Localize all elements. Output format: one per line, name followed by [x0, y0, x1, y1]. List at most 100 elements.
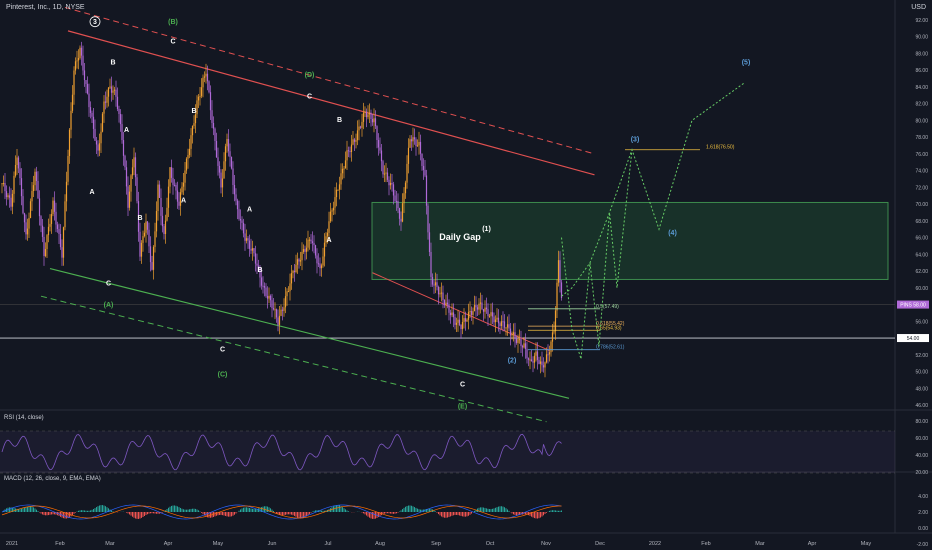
candle-body: [544, 362, 546, 368]
chart-title: Pinterest, Inc., 1D, NYSE: [6, 4, 85, 11]
candle-body: [457, 319, 459, 323]
macd-histogram-bar: [249, 507, 250, 512]
candle-body: [25, 222, 27, 235]
x-tick-label: Jul: [324, 541, 331, 547]
macd-histogram-bar: [42, 512, 43, 515]
candle-body: [14, 165, 17, 176]
candle-body: [128, 191, 131, 208]
candle-body: [38, 198, 41, 217]
macd-histogram-bar: [520, 512, 522, 515]
wave-label: A: [326, 237, 331, 244]
candle-body: [518, 339, 521, 341]
macd-histogram-bar: [286, 512, 288, 515]
candle-body: [260, 277, 263, 286]
candle-body: [550, 341, 552, 353]
macd-histogram-bar: [453, 512, 454, 516]
candle-body: [199, 96, 201, 98]
macd-histogram-bar: [561, 510, 562, 512]
candle-body: [508, 324, 510, 329]
macd-histogram-bar: [267, 506, 268, 512]
candle-body: [37, 180, 39, 199]
candle-body: [257, 265, 260, 268]
macd-histogram-bar: [406, 505, 408, 512]
macd-histogram-bar: [276, 512, 277, 514]
macd-histogram-bar: [78, 510, 79, 512]
macd-histogram-bar: [445, 512, 447, 518]
macd-histogram-bar: [10, 507, 12, 512]
candle-body: [305, 247, 308, 252]
candle-body: [148, 229, 150, 247]
candle-body: [520, 339, 522, 347]
macd-histogram-bar: [385, 512, 387, 514]
candle-body: [377, 140, 380, 148]
y-tick-label: 92.00: [915, 18, 928, 24]
macd-histogram-bar: [282, 512, 283, 516]
daily-gap-zone: [371, 201, 889, 280]
macd-histogram-bar: [444, 512, 445, 518]
candle-body: [47, 226, 50, 236]
wave-alt-projection: [561, 149, 633, 360]
macd-histogram-bar: [63, 512, 64, 519]
candle-body: [502, 321, 504, 323]
candle-body: [191, 125, 194, 136]
wave-label: B: [110, 59, 115, 66]
macd-histogram-bar: [450, 512, 451, 517]
candle-body: [256, 263, 258, 266]
y-tick-label: 50.00: [915, 370, 928, 376]
macd-histogram-bar: [241, 508, 243, 512]
macd-histogram-bar: [12, 507, 13, 512]
candle-body: [262, 285, 264, 287]
macd-histogram-bar: [202, 512, 204, 515]
candle-body: [529, 359, 531, 361]
macd-histogram-bar: [297, 512, 298, 518]
macd-histogram-bar: [45, 512, 46, 516]
macd-histogram-bar: [387, 512, 388, 514]
wave-label: (1): [482, 226, 491, 233]
macd-histogram-bar: [268, 507, 270, 512]
candle-body: [347, 150, 350, 152]
candle-body: [64, 201, 66, 228]
candle-body: [155, 211, 158, 232]
macd-histogram-bar: [72, 512, 73, 516]
candle-body: [196, 100, 198, 115]
macd-histogram-bar: [81, 510, 82, 512]
macd-histogram-bar: [79, 510, 81, 512]
macd-histogram-bar: [54, 512, 55, 515]
macd-histogram-bar: [366, 512, 367, 516]
macd-histogram-bar: [166, 509, 168, 512]
macd-histogram-bar: [465, 512, 466, 517]
y-tick-label: 48.00: [915, 386, 928, 392]
candle-body: [527, 358, 530, 360]
macd-histogram-bar: [481, 507, 483, 512]
candle-body: [208, 81, 210, 93]
macd-histogram-bar: [397, 512, 399, 513]
macd-histogram-bar: [384, 512, 385, 514]
candle-body: [467, 312, 470, 320]
y-tick-label: 72.00: [915, 185, 928, 191]
macd-histogram-bar: [153, 512, 154, 514]
fib-level-label: 0.786(52.61): [596, 345, 625, 351]
macd-histogram-bar: [24, 507, 25, 512]
candle-body: [412, 137, 414, 142]
macd-histogram-bar: [421, 509, 423, 512]
candle-body: [349, 151, 351, 153]
macd-histogram-bar: [402, 509, 403, 512]
candle-body: [194, 114, 197, 124]
candle-body: [232, 168, 234, 186]
wave-label: B: [257, 267, 262, 274]
candle-body: [379, 147, 381, 151]
candle-body: [136, 177, 138, 202]
macd-histogram-bar: [456, 512, 457, 515]
candle-body: [77, 58, 80, 61]
candle-body: [184, 170, 186, 183]
macd-histogram-bar: [408, 505, 409, 512]
candle-body: [152, 246, 155, 270]
macd-histogram-bar: [279, 512, 280, 516]
candle-body: [56, 224, 59, 229]
candle-body: [116, 96, 119, 109]
candle-body: [517, 339, 519, 343]
macd-histogram-bar: [106, 507, 108, 512]
macd-histogram-bar: [52, 512, 54, 515]
upper-channel-dashed: [64, 6, 595, 155]
